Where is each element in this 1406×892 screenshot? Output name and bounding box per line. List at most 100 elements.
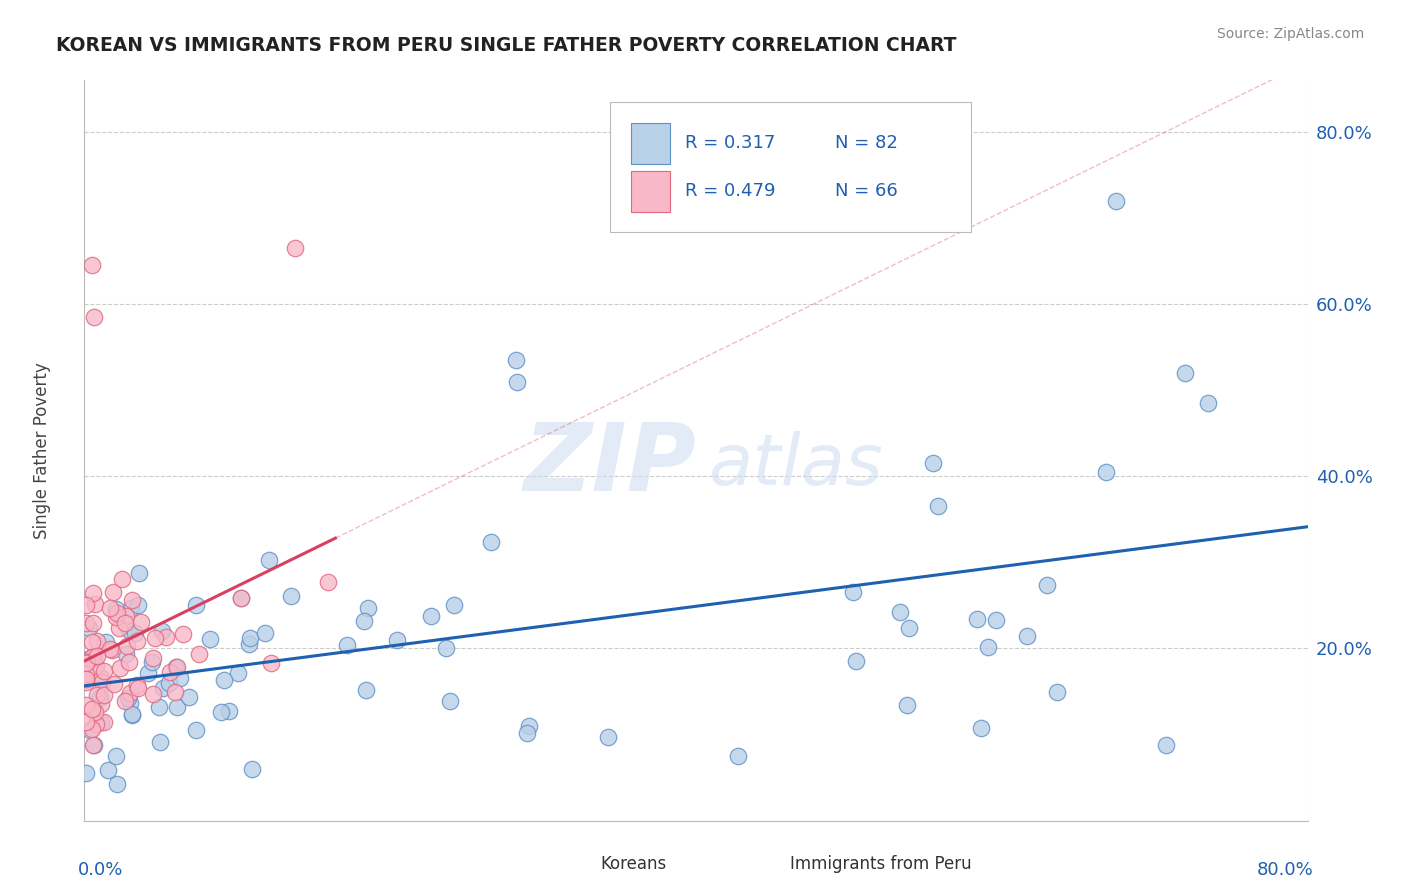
Point <box>97 763 120 777</box>
FancyBboxPatch shape <box>550 852 586 875</box>
Point <box>186 723 208 737</box>
Point <box>184 598 207 612</box>
Point <box>970 721 993 735</box>
Point <box>105 606 128 620</box>
Point <box>89 690 111 704</box>
Point <box>143 632 166 646</box>
Point <box>922 456 945 470</box>
Point <box>79 723 101 737</box>
Point <box>336 638 359 652</box>
Point <box>131 615 153 630</box>
Point <box>93 664 115 678</box>
Point <box>82 586 104 600</box>
Point <box>1036 578 1059 592</box>
Point <box>479 535 502 549</box>
Point <box>104 601 127 615</box>
Point <box>115 639 138 653</box>
Point <box>80 259 103 273</box>
Point <box>75 698 97 713</box>
Point <box>516 726 538 740</box>
Point <box>966 612 988 626</box>
Point <box>1094 465 1116 479</box>
Point <box>90 714 112 729</box>
Point <box>75 598 97 612</box>
Point <box>977 640 1000 654</box>
Point <box>83 650 105 665</box>
Point <box>165 659 187 673</box>
Point <box>1046 685 1069 699</box>
Point <box>169 671 191 685</box>
Point <box>127 681 149 696</box>
Point <box>91 675 114 690</box>
Point <box>93 689 115 703</box>
Point <box>280 589 302 603</box>
Point <box>75 674 97 689</box>
Point <box>845 654 868 668</box>
Point <box>75 615 97 630</box>
Point <box>284 241 307 255</box>
Point <box>927 500 949 514</box>
Point <box>84 659 107 673</box>
Point <box>124 626 146 640</box>
Text: Single Father Poverty: Single Father Poverty <box>32 362 51 539</box>
Point <box>75 714 97 729</box>
Point <box>257 553 280 567</box>
Point <box>166 700 188 714</box>
Point <box>149 735 172 749</box>
Point <box>214 673 236 688</box>
Point <box>75 667 97 681</box>
Text: Source: ZipAtlas.com: Source: ZipAtlas.com <box>1216 27 1364 41</box>
Point <box>439 693 461 707</box>
Point <box>120 600 142 615</box>
Point <box>1015 628 1038 642</box>
Text: R = 0.317: R = 0.317 <box>685 134 775 153</box>
Point <box>141 655 163 669</box>
Point <box>127 598 149 612</box>
Point <box>187 648 209 662</box>
Text: atlas: atlas <box>709 431 883 500</box>
Point <box>98 600 121 615</box>
Point <box>519 719 541 733</box>
Point <box>86 633 108 648</box>
Point <box>83 310 105 324</box>
Point <box>898 621 921 635</box>
Point <box>82 738 104 752</box>
Point <box>118 623 141 637</box>
Point <box>385 633 408 648</box>
Point <box>727 749 749 764</box>
Point <box>172 627 194 641</box>
Point <box>114 694 136 708</box>
Point <box>105 777 128 791</box>
Text: N = 66: N = 66 <box>835 182 898 201</box>
Point <box>103 677 125 691</box>
FancyBboxPatch shape <box>738 852 776 875</box>
Point <box>93 714 115 729</box>
Point <box>111 572 134 586</box>
Text: R = 0.479: R = 0.479 <box>685 182 776 201</box>
Point <box>128 566 150 580</box>
Point <box>159 665 181 680</box>
Point <box>75 673 97 687</box>
Point <box>226 665 249 680</box>
Point <box>356 683 378 698</box>
Point <box>142 687 165 701</box>
Point <box>75 765 97 780</box>
Point <box>125 678 148 692</box>
Point <box>1105 194 1128 208</box>
Point <box>157 676 180 690</box>
Point <box>80 649 103 664</box>
Point <box>984 613 1007 627</box>
Point <box>420 608 443 623</box>
Point <box>209 705 232 719</box>
Point <box>1174 366 1197 380</box>
Point <box>108 661 131 675</box>
Text: 0.0%: 0.0% <box>79 862 124 880</box>
Point <box>506 375 529 389</box>
Point <box>152 681 174 695</box>
Point <box>107 621 129 635</box>
Point <box>200 632 222 646</box>
Point <box>165 685 187 699</box>
Point <box>101 584 124 599</box>
Point <box>142 650 165 665</box>
Point <box>150 624 173 638</box>
